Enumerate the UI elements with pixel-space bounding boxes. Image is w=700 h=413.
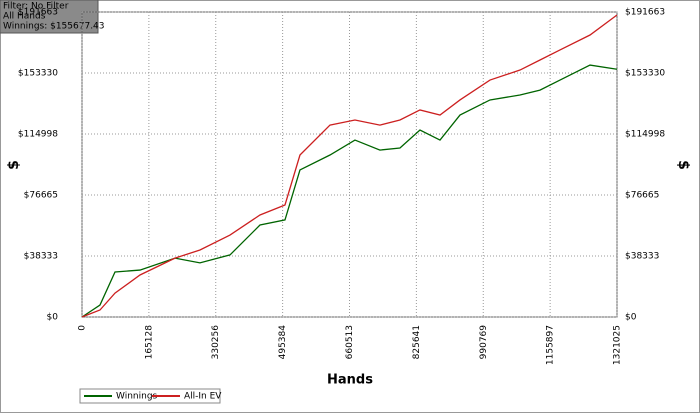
- y-tick-label: $38333: [24, 251, 58, 261]
- legend-label: Winnings: [116, 392, 158, 402]
- info-winnings: Winnings: $155677.43: [3, 22, 105, 32]
- x-tick-label: 990769: [479, 325, 489, 360]
- legend-label: All-In EV: [184, 392, 222, 402]
- x-tick-label: 825641: [412, 325, 422, 359]
- legend: [79, 388, 221, 404]
- x-axis-label: Hands: [327, 373, 373, 388]
- series-line: [81, 14, 618, 318]
- info-filter: Filter: No Filter: [3, 2, 69, 12]
- y-tick-label: $0: [47, 313, 59, 323]
- y-axis-label-right: $: [675, 160, 691, 170]
- y-tick-label: $114998: [18, 129, 58, 139]
- y-tick-label-right: $153330: [625, 69, 665, 79]
- y-axis-label: $: [6, 160, 22, 170]
- y-tick-label-right: $76665: [625, 191, 659, 201]
- x-tick-label: 330256: [211, 325, 221, 360]
- y-tick-label: $76665: [24, 191, 58, 201]
- y-tick-label: $153330: [18, 69, 58, 79]
- y-tick-label-right: $114998: [625, 129, 665, 139]
- series-line: [81, 64, 618, 318]
- info-hands: All Hands: [3, 12, 46, 22]
- x-tick-label: 0: [78, 325, 88, 331]
- x-tick-label: 495384: [278, 325, 288, 360]
- x-tick-label: 165128: [144, 325, 154, 360]
- y-tick-label-right: $38333: [625, 251, 659, 261]
- y-tick-label-right: $191663: [625, 8, 665, 18]
- x-tick-label: 1155897: [546, 325, 556, 365]
- x-tick-label: 1321025: [613, 325, 623, 365]
- x-tick-label: 660513: [345, 325, 355, 359]
- y-tick-label: $191663: [18, 8, 58, 18]
- y-tick-label-right: $0: [625, 313, 637, 323]
